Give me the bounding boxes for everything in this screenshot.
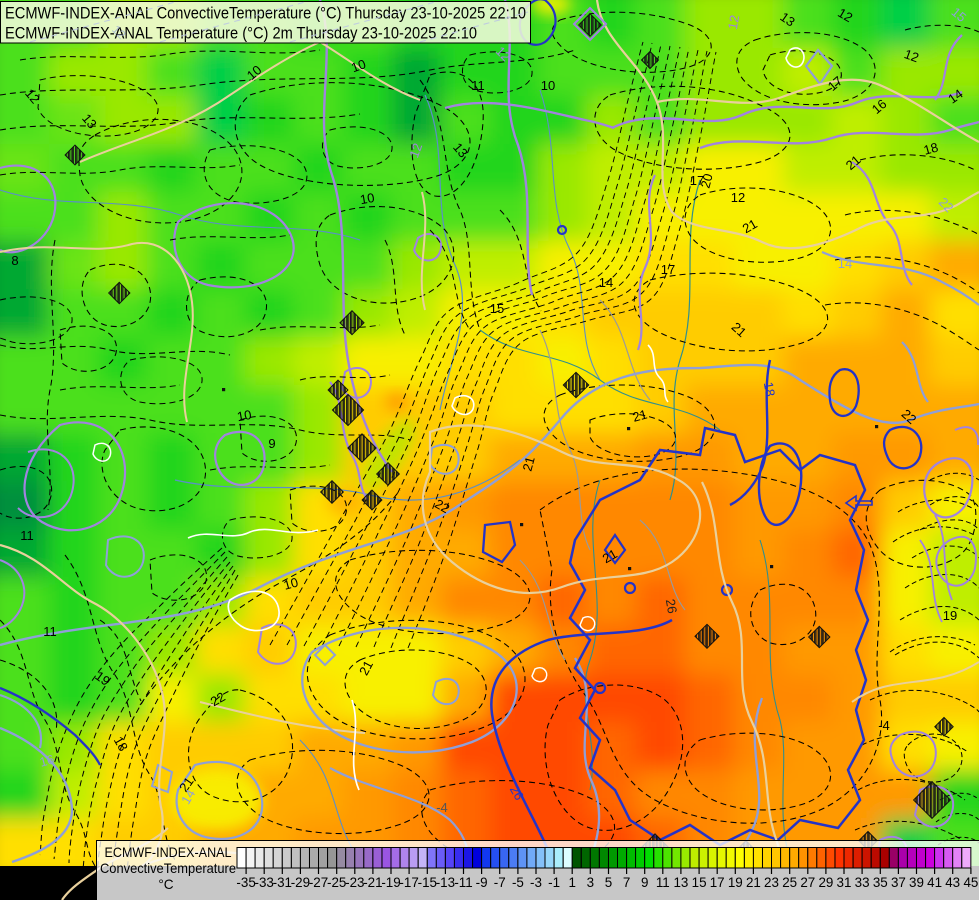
svg-text:3: 3	[587, 875, 594, 890]
svg-text:-9: -9	[476, 875, 488, 890]
svg-text:-29: -29	[291, 875, 310, 890]
svg-text:13: 13	[777, 9, 797, 30]
svg-text:7: 7	[623, 875, 630, 890]
svg-text:15: 15	[692, 875, 707, 890]
svg-text:37: 37	[891, 875, 906, 890]
svg-text:25: 25	[782, 875, 797, 890]
svg-text:12: 12	[731, 190, 745, 205]
svg-text:21: 21	[176, 774, 197, 794]
svg-text:14: 14	[599, 275, 613, 290]
svg-text:-13: -13	[436, 875, 455, 890]
svg-text:15: 15	[490, 301, 504, 316]
svg-text:-21: -21	[363, 875, 382, 890]
svg-text:ConvectiveTemperature: ConvectiveTemperature	[100, 861, 236, 876]
svg-text:21: 21	[356, 658, 376, 678]
svg-text:12: 12	[902, 46, 921, 65]
svg-text:23: 23	[764, 875, 779, 890]
svg-text:43: 43	[945, 875, 960, 890]
svg-text:21: 21	[746, 875, 761, 890]
svg-text:8: 8	[11, 253, 18, 268]
svg-text:°C: °C	[158, 877, 173, 892]
svg-text:9: 9	[268, 436, 275, 451]
svg-text:35: 35	[873, 875, 888, 890]
svg-text:11: 11	[656, 875, 670, 890]
svg-text:16: 16	[38, 752, 56, 770]
svg-text:12: 12	[406, 141, 425, 160]
svg-text:-1: -1	[548, 875, 560, 890]
svg-text:-19: -19	[381, 875, 400, 890]
svg-text:-11: -11	[454, 875, 472, 890]
svg-text:-17: -17	[399, 875, 418, 890]
svg-text:11: 11	[471, 78, 485, 93]
svg-text:14: 14	[945, 86, 965, 107]
svg-text:10: 10	[541, 78, 555, 93]
svg-text:21: 21	[631, 407, 649, 425]
svg-text:27: 27	[800, 875, 815, 890]
svg-text:19: 19	[943, 608, 957, 623]
svg-text:19: 19	[728, 875, 743, 890]
svg-text:31: 31	[837, 875, 852, 890]
svg-text:-33: -33	[255, 875, 274, 890]
svg-text:17: 17	[661, 262, 675, 277]
svg-text:18: 18	[761, 381, 778, 398]
svg-text:14: 14	[178, 787, 198, 807]
svg-text:39: 39	[909, 875, 924, 890]
svg-text:11: 11	[20, 528, 34, 543]
svg-text:-5: -5	[512, 875, 524, 890]
svg-text:18: 18	[111, 734, 131, 754]
svg-text:10: 10	[282, 575, 300, 593]
svg-text:ECMWF-INDEX-ANAL Temperature (: ECMWF-INDEX-ANAL Temperature (°C) 2m Thu…	[5, 25, 477, 43]
svg-text:10: 10	[349, 56, 368, 75]
svg-text:41: 41	[927, 875, 942, 890]
svg-text:-4: -4	[436, 800, 448, 815]
svg-text:26: 26	[663, 598, 680, 615]
svg-text:22: 22	[208, 689, 228, 709]
svg-text:ECMWF-INDEX-ANAL ConvectiveTem: ECMWF-INDEX-ANAL ConvectiveTemperature (…	[5, 5, 526, 23]
svg-text:14: 14	[838, 256, 852, 271]
svg-text:33: 33	[855, 875, 870, 890]
svg-text:21: 21	[600, 546, 620, 566]
svg-text:21: 21	[740, 216, 760, 236]
svg-text:12: 12	[725, 14, 742, 31]
svg-text:1: 1	[568, 875, 575, 890]
svg-text:17: 17	[710, 875, 725, 890]
svg-text:-7: -7	[494, 875, 506, 890]
svg-text:-23: -23	[345, 875, 364, 890]
svg-text:-15: -15	[418, 875, 437, 890]
svg-text:-31: -31	[273, 875, 292, 890]
svg-text:-3: -3	[530, 875, 542, 890]
svg-text:11: 11	[43, 624, 57, 639]
svg-text:45: 45	[963, 875, 978, 890]
svg-text:-4: -4	[878, 718, 890, 733]
svg-text:12: 12	[835, 5, 855, 25]
svg-text:-35: -35	[236, 875, 255, 890]
svg-text:10: 10	[359, 190, 376, 207]
svg-text:22: 22	[432, 496, 452, 516]
svg-text:10: 10	[236, 407, 253, 424]
svg-text:13: 13	[673, 875, 688, 890]
svg-text:20: 20	[698, 172, 716, 190]
svg-text:-25: -25	[327, 875, 346, 890]
svg-text:26: 26	[507, 783, 527, 803]
svg-text:18: 18	[922, 140, 940, 158]
svg-text:5: 5	[605, 875, 612, 890]
svg-text:29: 29	[818, 875, 833, 890]
svg-text:21: 21	[520, 455, 538, 473]
svg-text:19: 19	[92, 668, 113, 689]
svg-text:-27: -27	[309, 875, 328, 890]
svg-text:9: 9	[641, 875, 648, 890]
svg-text:17: 17	[690, 173, 704, 188]
svg-text:ECMWF-INDEX-ANAL: ECMWF-INDEX-ANAL	[105, 845, 232, 860]
